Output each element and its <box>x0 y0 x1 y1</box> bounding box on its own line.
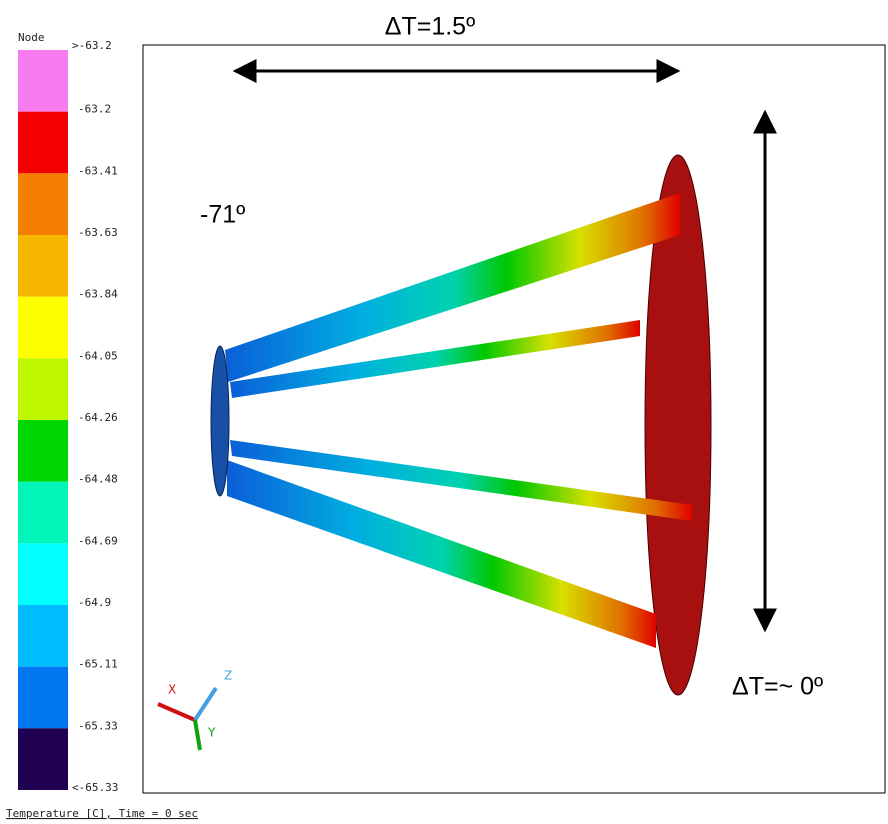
legend-label: <-65.33 <box>72 781 118 794</box>
annotation: ΔT=1.5º <box>385 13 475 41</box>
axis-label: X <box>168 683 176 697</box>
annotation: ΔT=~ 0º <box>732 673 823 701</box>
legend-label: >-63.2 <box>72 39 112 52</box>
legend-swatch <box>18 235 68 297</box>
axis-label: Z <box>224 669 232 683</box>
legend-label: -64.69 <box>78 534 118 547</box>
screen: Node >-63.2 -63.2 -63.41 -63.63 -63.84 -64.05… <box>0 0 888 824</box>
legend-label: -64.9 <box>78 596 111 609</box>
legend: >-63.2 -63.2 -63.41 -63.63 -63.84 -64.05 -64.2… <box>18 39 118 794</box>
legend-label: -63.41 <box>78 164 118 177</box>
small-disc <box>211 346 229 496</box>
legend-swatch <box>18 297 68 359</box>
legend-label: -63.84 <box>78 288 118 301</box>
footer: Temperature [C], Time = 0 sec <box>6 807 198 820</box>
legend-swatch <box>18 482 68 544</box>
legend-swatch <box>18 605 68 667</box>
legend-swatch <box>18 667 68 729</box>
legend-swatch <box>18 112 68 174</box>
viewport-svg: Node >-63.2 -63.2 -63.41 -63.63 -63.84 -64.05… <box>0 0 888 824</box>
legend-swatch <box>18 358 68 420</box>
legend-label: -63.63 <box>78 226 118 239</box>
axis-label: Y <box>207 726 216 740</box>
legend-label: -64.05 <box>78 349 118 362</box>
legend-swatch <box>18 728 68 790</box>
legend-swatch <box>18 543 68 605</box>
legend-label: -64.48 <box>78 473 118 486</box>
legend-label: -65.33 <box>78 719 118 732</box>
legend-swatch <box>18 50 68 112</box>
triad: X Z Y <box>158 669 232 751</box>
legend-title: Node <box>18 31 45 44</box>
legend-swatch <box>18 173 68 235</box>
strut <box>227 460 656 648</box>
annotation: -71º <box>200 201 245 229</box>
legend-label: -64.26 <box>78 411 118 424</box>
legend-label: -65.11 <box>78 658 118 671</box>
legend-swatch <box>18 420 68 482</box>
legend-label: -63.2 <box>78 103 111 116</box>
